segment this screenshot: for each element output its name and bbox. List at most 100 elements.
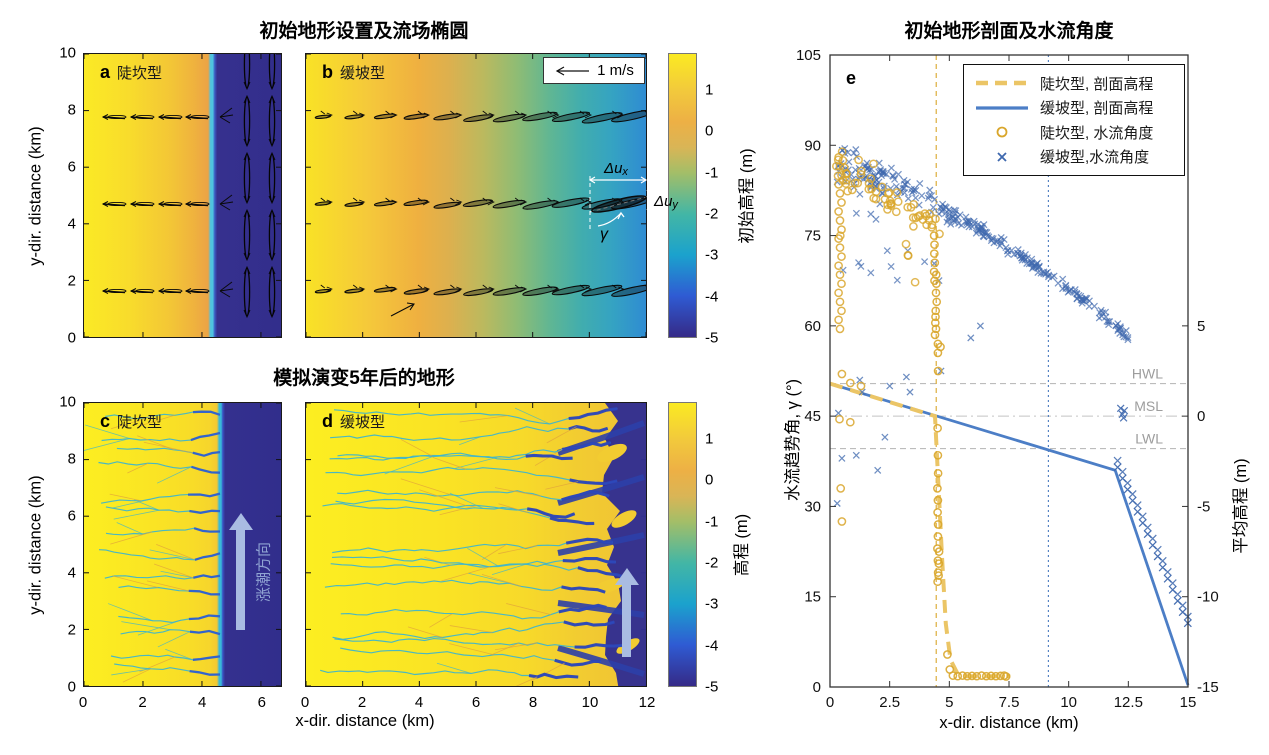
colorbar-tick: 1	[705, 81, 714, 99]
panel-c-evolved-steep	[83, 402, 282, 687]
profile-angle-chart: HWL MSL LWL 0 2.5 5 7.5 10 12.5 15 0 15 30 45 60 75 90 10…	[796, 47, 1219, 711]
scale-arrow-label: 1 m/s	[597, 62, 634, 79]
y-tick-left-e: 90	[804, 137, 821, 154]
flow-ellipses-a	[84, 54, 281, 337]
x-tick-e: 0	[826, 694, 834, 711]
legend-item-mild-profile: 缓坡型, 剖面高程	[974, 96, 1174, 121]
colorbar-tick: -4	[705, 288, 719, 306]
flood-arrow-d-head	[614, 568, 639, 585]
panel-b-label: b 缓坡型	[322, 62, 385, 83]
scale-arrow-icon	[555, 65, 590, 76]
panel-d-label: d 缓坡型	[322, 411, 385, 432]
mean-elev-axis-label: 平均高程 (m)	[1232, 458, 1250, 554]
flood-arrow-d	[622, 585, 631, 657]
x-tick-e: 10	[1060, 694, 1077, 711]
x-tick-e: 15	[1180, 694, 1197, 711]
velocity-scale-box: 1 m/s	[543, 57, 645, 84]
y-axis-label-bottom: y-dir. distance (km)	[26, 475, 45, 615]
x-tick-d: 6	[471, 694, 481, 711]
title-top-left: 初始地形设置及流场椭圆	[259, 21, 469, 42]
x-tick-d: 8	[528, 694, 538, 711]
colorbar-tick: -3	[705, 246, 719, 264]
lwl-label: LWL	[1135, 431, 1163, 447]
flow-angle-axis-label: 水流趋势角, γ (°)	[784, 378, 802, 502]
y-tick-left-e: 0	[813, 679, 821, 696]
x-tick-c: 0	[78, 694, 88, 711]
flood-arrow-c	[236, 530, 245, 630]
colorbar-tick: -4	[705, 637, 719, 655]
x-tick-d: 12	[638, 694, 656, 711]
flow-ellipses-b	[306, 54, 646, 337]
panel-d-name: 缓坡型	[340, 414, 386, 431]
colorbar2-label: 高程 (m)	[733, 513, 751, 577]
y-tick-left-e: 15	[804, 589, 821, 606]
colorbar-tick: 1	[705, 430, 714, 448]
y-tick-right-e: 5	[1197, 318, 1205, 335]
colorbar-tick: -2	[705, 554, 719, 572]
panel-b-initial-mild	[305, 53, 647, 338]
y-tick-left-e: 45	[804, 408, 821, 425]
channel-network-c	[84, 403, 281, 686]
y-tick-c: 6	[67, 507, 76, 525]
x-tick-c: 2	[138, 694, 147, 711]
colorbar-tick: -1	[705, 164, 719, 182]
title-bottom-left: 模拟演变5年后的地形	[273, 368, 455, 389]
panel-a-label: a 陡坎型	[100, 62, 162, 83]
x-tick-c: 4	[197, 694, 207, 711]
hwl-label: HWL	[1132, 366, 1163, 382]
legend-item-steep-profile: 陡坎型, 剖面高程	[974, 71, 1174, 96]
blue-x-icon	[974, 151, 1030, 163]
panel-a-name: 陡坎型	[117, 65, 163, 82]
panel-c-name: 陡坎型	[117, 414, 163, 431]
flood-arrow-c-head	[228, 513, 253, 530]
title-right: 初始地形剖面及水流角度	[904, 21, 1114, 42]
x-tick-e: 12.5	[1114, 694, 1143, 711]
panel-b-letter: b	[322, 62, 333, 82]
x-tick-e: 5	[945, 694, 953, 711]
colorbar-initial-elevation	[668, 53, 697, 338]
panel-b-name: 缓坡型	[340, 65, 386, 82]
y-tick-left-e: 30	[804, 498, 821, 515]
y-tick-a: 10	[59, 44, 76, 62]
x-axis-label-e: x-dir. distance (km)	[939, 714, 1079, 732]
colorbar1-label: 初始高程 (m)	[738, 148, 756, 244]
y-tick-a: 4	[67, 215, 76, 233]
y-tick-c: 8	[67, 450, 76, 468]
x-tick-e: 2.5	[879, 694, 900, 711]
flood-direction-label: 涨潮方向	[255, 541, 273, 603]
ellipse-annotation: Δux Δuy γ	[588, 160, 679, 243]
legend-item-mild-angle: 缓坡型,水流角度	[974, 145, 1174, 170]
y-tick-left-e: 75	[804, 228, 821, 245]
y-tick-right-e: -15	[1197, 679, 1219, 696]
x-tick-e: 7.5	[999, 694, 1020, 711]
colorbar-tick: -2	[705, 205, 719, 223]
msl-label: MSL	[1134, 398, 1163, 414]
y-tick-c: 0	[67, 678, 76, 696]
panel-c-letter: c	[100, 411, 111, 431]
y-tick-a: 0	[67, 329, 76, 347]
y-axis-label-top: y-dir. distance (km)	[26, 126, 45, 266]
y-tick-right-e: -5	[1197, 498, 1210, 515]
y-tick-right-e: 0	[1197, 408, 1205, 425]
colorbar-tick: -1	[705, 513, 719, 531]
panel-d-evolved-mild	[305, 402, 647, 687]
colorbar-tick: -3	[705, 595, 719, 613]
dashed-gold-line-icon	[974, 80, 1030, 86]
legend-item-steep-angle: 陡坎型, 水流角度	[974, 120, 1174, 145]
x-tick-d: 0	[300, 694, 310, 711]
colorbar-elevation	[668, 402, 697, 687]
panel-e-label: e	[846, 68, 856, 89]
colorbar-tick: 0	[705, 471, 714, 489]
panel-d-letter: d	[322, 411, 333, 431]
colorbar-tick: 0	[705, 122, 714, 140]
x-axis-label-maps: x-dir. distance (km)	[295, 712, 435, 730]
x-tick-d: 2	[357, 694, 367, 711]
du-x-label: Δux	[603, 160, 628, 178]
y-tick-a: 6	[67, 158, 76, 176]
panel-a-letter: a	[100, 62, 111, 82]
colorbar-tick: -5	[705, 678, 719, 696]
y-tick-left-e: 60	[804, 318, 821, 335]
y-tick-right-e: -10	[1197, 589, 1219, 606]
colorbar-tick: -5	[705, 329, 719, 347]
x-tick-c: 6	[257, 694, 266, 711]
